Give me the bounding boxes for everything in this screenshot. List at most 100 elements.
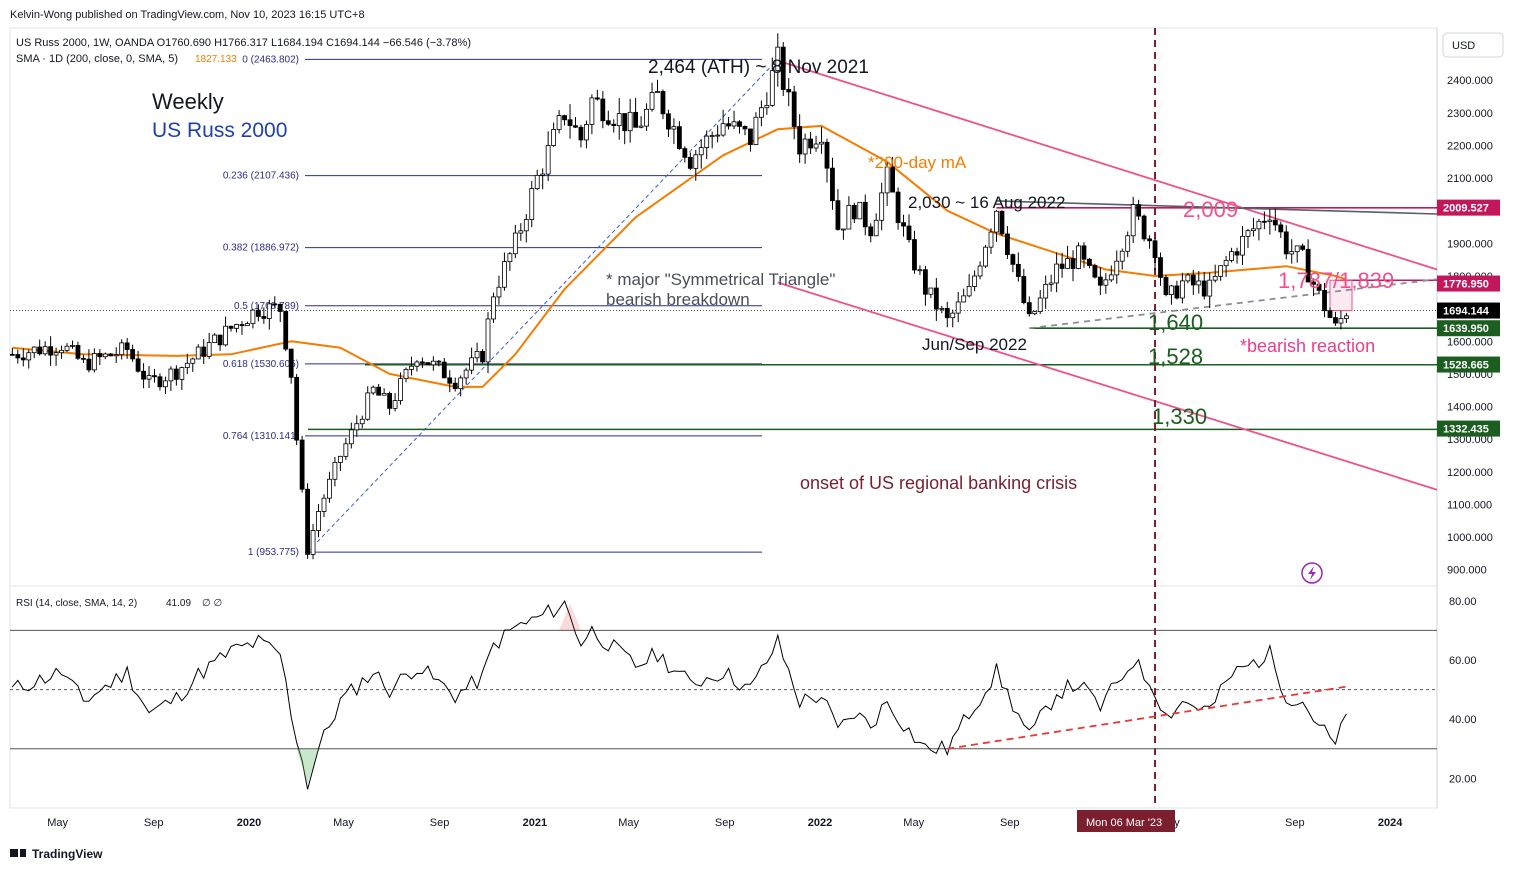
- candle-body: [999, 210, 1005, 235]
- candle-body: [447, 377, 453, 384]
- candle: [950, 309, 956, 328]
- candle: [912, 230, 917, 274]
- candle: [1218, 265, 1224, 281]
- candle-body: [791, 91, 797, 127]
- candle-body: [731, 121, 737, 127]
- currency-button[interactable]: [1442, 32, 1504, 58]
- candle: [441, 357, 447, 379]
- sma200-annotation: *200-day mA: [868, 153, 967, 172]
- candle: [283, 310, 289, 352]
- candle-body: [119, 342, 125, 356]
- price-tick: 900.000: [1447, 565, 1487, 577]
- candle: [212, 333, 218, 344]
- ath-annotation: 2,464 (ATH) ~ 8 Nov 2021: [648, 57, 869, 78]
- candle-body: [589, 97, 595, 125]
- candle: [168, 366, 174, 391]
- candle-body: [813, 143, 819, 149]
- candle: [1338, 310, 1344, 330]
- candle-body: [512, 232, 518, 255]
- candle: [605, 110, 611, 126]
- candle-body: [682, 148, 688, 158]
- candle: [91, 348, 97, 373]
- candle-body: [862, 201, 868, 228]
- candle: [791, 85, 797, 140]
- price-tag-bg: [1437, 302, 1500, 319]
- price-tag-bg: [1437, 199, 1500, 216]
- candle: [584, 120, 589, 149]
- candle: [119, 339, 125, 360]
- candle: [37, 339, 43, 356]
- price-tick: 1600.000: [1447, 336, 1493, 348]
- candle: [75, 341, 81, 361]
- candle-body: [321, 497, 327, 512]
- price-tag-label: 1694.144: [1443, 306, 1490, 318]
- candle: [507, 252, 513, 271]
- candle: [1196, 271, 1202, 294]
- candle-body: [343, 443, 349, 457]
- candle-body: [1234, 251, 1240, 256]
- price-tag: 1776.950: [1437, 275, 1500, 292]
- candle-body: [578, 126, 584, 141]
- candle-body: [86, 358, 92, 371]
- candle: [1152, 237, 1158, 271]
- candle: [1026, 296, 1032, 317]
- rsi-pane: 80.00 60.00 40.00 20.00: [10, 596, 1477, 790]
- candle: [480, 349, 485, 364]
- candle: [124, 337, 130, 359]
- candle-body: [1294, 245, 1300, 253]
- candle-body: [693, 154, 699, 169]
- candle: [1201, 271, 1207, 300]
- candle: [239, 321, 245, 335]
- candle: [660, 89, 666, 120]
- time-tick: y: [1174, 817, 1180, 829]
- candle: [64, 343, 70, 353]
- candle-body: [152, 375, 157, 378]
- candle: [638, 116, 644, 129]
- candle-body: [436, 360, 442, 363]
- candle: [1311, 278, 1316, 297]
- candle-body: [808, 138, 813, 149]
- candle: [1283, 225, 1289, 260]
- candle-body: [184, 362, 190, 369]
- candle-body: [381, 393, 387, 396]
- candle-body: [1229, 251, 1234, 261]
- candle-body: [387, 393, 392, 409]
- crosshair-date-label: Mon 06 Mar '23: [1086, 817, 1162, 829]
- candle-body: [676, 126, 682, 149]
- candle: [1327, 307, 1333, 319]
- candle-body: [463, 369, 469, 379]
- candle-body: [409, 365, 414, 370]
- candle: [234, 323, 239, 333]
- bearish-reaction-label: *bearish reaction: [1240, 336, 1375, 356]
- candle-body: [1032, 311, 1038, 315]
- candle-body: [726, 123, 731, 127]
- fib-label: 0.618 (1530.605): [223, 359, 299, 370]
- candle-body: [748, 128, 753, 145]
- candle: [1267, 209, 1273, 235]
- candle: [1251, 217, 1256, 237]
- level-1330-label: 1,330: [1152, 404, 1207, 429]
- candle: [48, 336, 54, 366]
- timeframe-title: Weekly: [152, 89, 224, 114]
- candle-body: [611, 123, 617, 126]
- level-2009-label: 2,009: [1183, 197, 1238, 222]
- sma-line: SMA · 1D (200, close, 0, SMA, 5): [16, 53, 178, 65]
- candle: [288, 348, 294, 384]
- lightning-icon[interactable]: [1301, 562, 1323, 584]
- candle: [135, 350, 141, 373]
- candle: [1185, 272, 1191, 284]
- price-tag: 1332.435: [1437, 420, 1500, 437]
- candle-body: [245, 323, 250, 327]
- rsi-extra: ∅ ∅: [202, 598, 222, 609]
- price-tag: 1528.665: [1437, 356, 1500, 373]
- candle-body: [441, 361, 447, 379]
- candle-body: [868, 226, 874, 237]
- candle: [715, 125, 721, 143]
- candle-body: [1087, 258, 1092, 266]
- price-tag-label: 1528.665: [1443, 360, 1489, 372]
- price-tag: 1694.144: [1437, 302, 1500, 319]
- candle-body: [567, 119, 573, 127]
- candle-body: [851, 204, 857, 220]
- candle-body: [272, 303, 278, 306]
